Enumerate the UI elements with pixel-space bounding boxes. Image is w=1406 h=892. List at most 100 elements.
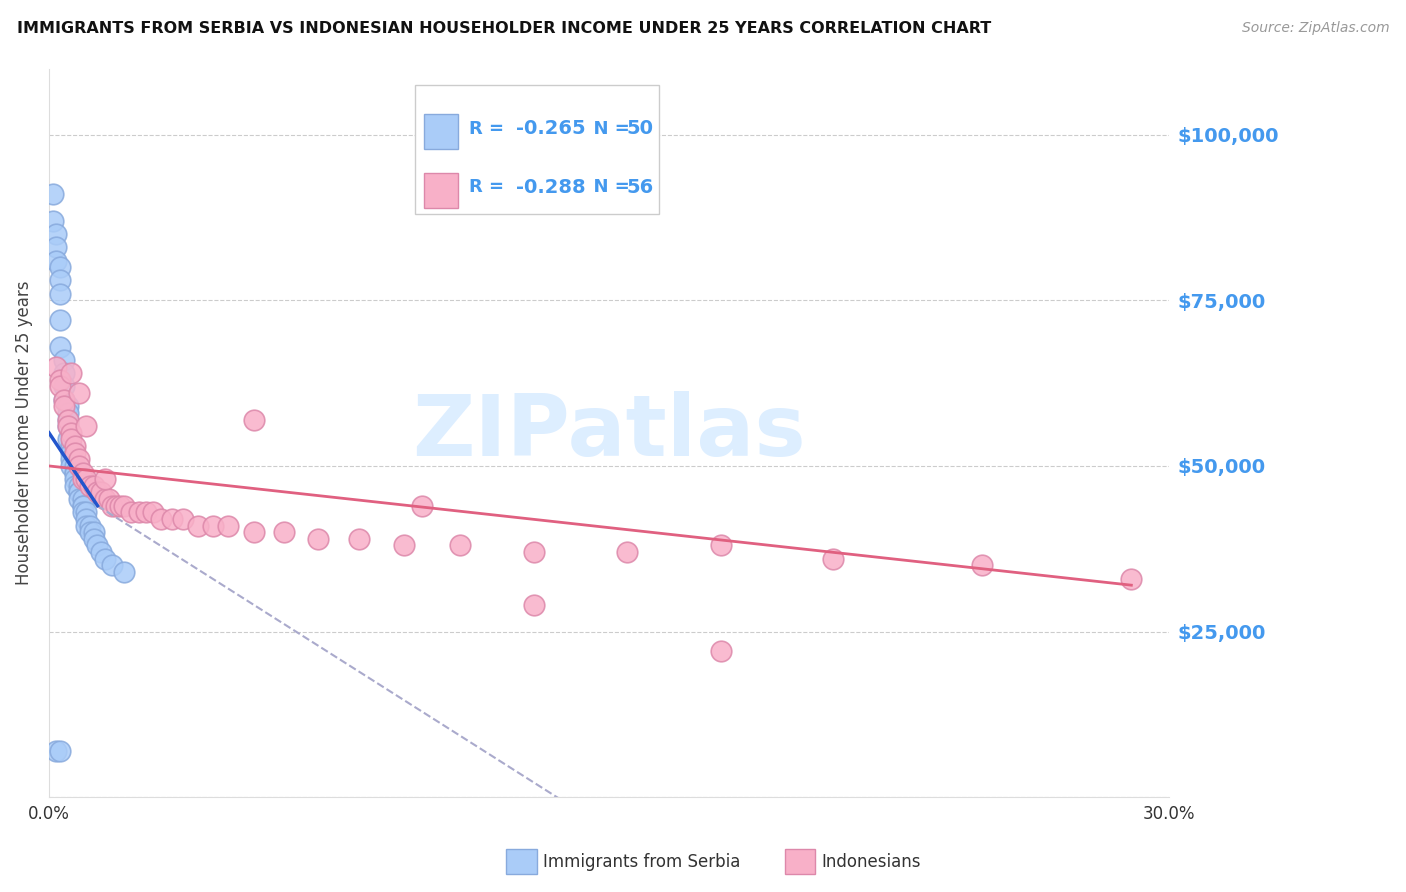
Point <box>75 512 97 526</box>
Point <box>94 551 117 566</box>
Point <box>307 532 329 546</box>
Text: -0.265: -0.265 <box>516 120 585 138</box>
Point <box>135 505 157 519</box>
FancyBboxPatch shape <box>415 85 659 214</box>
Point <box>45 359 67 374</box>
Point <box>187 518 209 533</box>
Point <box>63 439 86 453</box>
Point <box>49 340 72 354</box>
Point <box>90 485 112 500</box>
Point <box>105 499 128 513</box>
Point <box>86 485 108 500</box>
Text: Immigrants from Serbia: Immigrants from Serbia <box>543 853 740 871</box>
Point <box>449 538 471 552</box>
Point <box>160 512 183 526</box>
Point <box>1121 572 1143 586</box>
Point <box>616 545 638 559</box>
Point <box>67 479 90 493</box>
Point <box>49 373 72 387</box>
Point <box>72 499 94 513</box>
Point <box>60 425 83 440</box>
Point <box>149 512 172 526</box>
Point <box>101 558 124 573</box>
Point <box>56 433 79 447</box>
Point <box>67 485 90 500</box>
Point <box>128 505 150 519</box>
Point <box>63 446 86 460</box>
Point <box>56 412 79 426</box>
Point <box>112 499 135 513</box>
Text: N =: N = <box>581 178 636 196</box>
Point <box>83 479 105 493</box>
Point <box>75 472 97 486</box>
Point <box>67 458 90 473</box>
Point <box>49 313 72 327</box>
Point <box>411 499 433 513</box>
Point <box>52 400 75 414</box>
Point <box>60 433 83 447</box>
Point <box>67 386 90 401</box>
Point <box>172 512 194 526</box>
Text: ZIPatlas: ZIPatlas <box>412 392 806 475</box>
Point <box>45 253 67 268</box>
Point <box>49 286 72 301</box>
Text: -0.288: -0.288 <box>516 178 585 197</box>
Point <box>49 379 72 393</box>
Text: R =: R = <box>468 120 510 138</box>
Point <box>108 499 131 513</box>
Point <box>60 446 83 460</box>
Point <box>63 479 86 493</box>
Point <box>217 518 239 533</box>
Point <box>94 491 117 506</box>
Point <box>120 505 142 519</box>
Point <box>67 452 90 467</box>
Point <box>75 518 97 533</box>
Point <box>243 412 266 426</box>
Text: R =: R = <box>468 178 510 196</box>
Point <box>67 491 90 506</box>
Point <box>94 472 117 486</box>
Point <box>60 439 83 453</box>
Point <box>60 452 83 467</box>
Point <box>60 366 83 380</box>
Point <box>710 644 733 658</box>
Point <box>75 505 97 519</box>
Point <box>49 744 72 758</box>
Point <box>72 466 94 480</box>
Point <box>41 187 63 202</box>
Point <box>63 472 86 486</box>
Point <box>202 518 225 533</box>
Point <box>52 366 75 380</box>
Point <box>79 479 101 493</box>
Y-axis label: Householder Income Under 25 years: Householder Income Under 25 years <box>15 281 32 585</box>
Point <box>243 525 266 540</box>
Point <box>56 419 79 434</box>
Point <box>72 491 94 506</box>
Point <box>79 518 101 533</box>
Point <box>821 551 844 566</box>
Text: 56: 56 <box>627 178 654 197</box>
Point <box>83 525 105 540</box>
Text: Source: ZipAtlas.com: Source: ZipAtlas.com <box>1241 21 1389 35</box>
Point <box>63 458 86 473</box>
Point <box>52 392 75 407</box>
Point <box>75 419 97 434</box>
Point <box>710 538 733 552</box>
Point <box>56 406 79 420</box>
Text: N =: N = <box>581 120 636 138</box>
Point <box>970 558 993 573</box>
Point <box>56 419 79 434</box>
FancyBboxPatch shape <box>425 173 458 208</box>
Point <box>97 491 120 506</box>
Point <box>63 466 86 480</box>
Point <box>523 598 546 612</box>
Point <box>523 545 546 559</box>
Text: 50: 50 <box>627 120 654 138</box>
Point <box>63 466 86 480</box>
Point <box>56 412 79 426</box>
Point <box>45 227 67 241</box>
FancyBboxPatch shape <box>425 114 458 149</box>
Point <box>52 353 75 368</box>
Point <box>83 532 105 546</box>
Point <box>79 525 101 540</box>
